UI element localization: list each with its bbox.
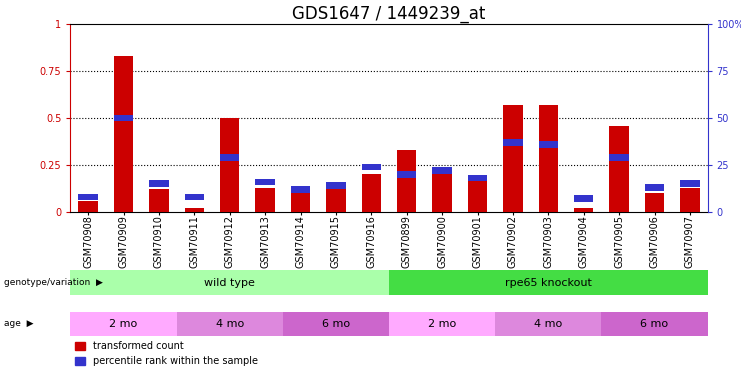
Bar: [176, 312, 283, 336]
Bar: [397, 150, 416, 212]
Text: GSM70908: GSM70908: [83, 215, 93, 268]
Bar: [149, 189, 169, 212]
Text: GSM70905: GSM70905: [614, 215, 624, 268]
Text: GSM70899: GSM70899: [402, 215, 412, 268]
Title: GDS1647 / 1449239_at: GDS1647 / 1449239_at: [293, 5, 485, 23]
Bar: [503, 139, 522, 146]
Text: GSM70901: GSM70901: [473, 215, 482, 268]
Legend: transformed count, percentile rank within the sample: transformed count, percentile rank withi…: [72, 338, 262, 370]
Bar: [149, 180, 169, 187]
Bar: [389, 270, 708, 295]
Bar: [256, 178, 275, 185]
Bar: [114, 56, 133, 212]
Bar: [79, 201, 98, 212]
Bar: [362, 164, 381, 170]
Bar: [70, 312, 176, 336]
Text: GSM70904: GSM70904: [579, 215, 589, 268]
Bar: [290, 193, 310, 212]
Bar: [574, 208, 594, 212]
Text: GSM70916: GSM70916: [366, 215, 376, 268]
Bar: [220, 154, 239, 161]
Bar: [283, 312, 389, 336]
Bar: [326, 188, 345, 212]
Text: 4 mo: 4 mo: [216, 319, 244, 329]
Bar: [680, 180, 700, 187]
Text: GSM70913: GSM70913: [260, 215, 270, 268]
Bar: [290, 186, 310, 193]
Text: GSM70900: GSM70900: [437, 215, 447, 268]
Text: GSM70911: GSM70911: [189, 215, 199, 268]
Bar: [574, 195, 594, 202]
Text: GSM70906: GSM70906: [650, 215, 659, 268]
Text: 4 mo: 4 mo: [534, 319, 562, 329]
Bar: [397, 171, 416, 178]
Bar: [433, 167, 452, 174]
Bar: [645, 193, 664, 212]
Text: 2 mo: 2 mo: [428, 319, 456, 329]
Text: GSM70910: GSM70910: [154, 215, 164, 268]
Bar: [539, 141, 558, 148]
Bar: [680, 188, 700, 212]
Text: GSM70903: GSM70903: [543, 215, 554, 268]
Bar: [645, 184, 664, 191]
Text: GSM70915: GSM70915: [331, 215, 341, 268]
Bar: [70, 270, 389, 295]
Bar: [602, 312, 708, 336]
Bar: [362, 174, 381, 212]
Bar: [185, 194, 204, 200]
Text: age  ▶: age ▶: [4, 320, 33, 328]
Bar: [609, 126, 629, 212]
Text: GSM70909: GSM70909: [119, 215, 128, 268]
Text: rpe65 knockout: rpe65 knockout: [505, 278, 592, 288]
Text: GSM70912: GSM70912: [225, 215, 235, 268]
Bar: [495, 312, 602, 336]
Bar: [468, 175, 488, 181]
Bar: [539, 105, 558, 212]
Bar: [468, 176, 488, 212]
Bar: [256, 188, 275, 212]
Bar: [503, 105, 522, 212]
Text: 6 mo: 6 mo: [640, 319, 668, 329]
Text: wild type: wild type: [205, 278, 255, 288]
Bar: [609, 154, 629, 161]
Bar: [114, 115, 133, 122]
Text: GSM70902: GSM70902: [508, 215, 518, 268]
Bar: [389, 312, 495, 336]
Text: 2 mo: 2 mo: [110, 319, 138, 329]
Bar: [433, 174, 452, 212]
Bar: [185, 208, 204, 212]
Bar: [220, 118, 239, 212]
Text: GSM70914: GSM70914: [296, 215, 305, 268]
Text: 6 mo: 6 mo: [322, 319, 350, 329]
Bar: [79, 194, 98, 200]
Text: GSM70907: GSM70907: [685, 215, 695, 268]
Bar: [326, 182, 345, 189]
Text: genotype/variation  ▶: genotype/variation ▶: [4, 278, 102, 287]
